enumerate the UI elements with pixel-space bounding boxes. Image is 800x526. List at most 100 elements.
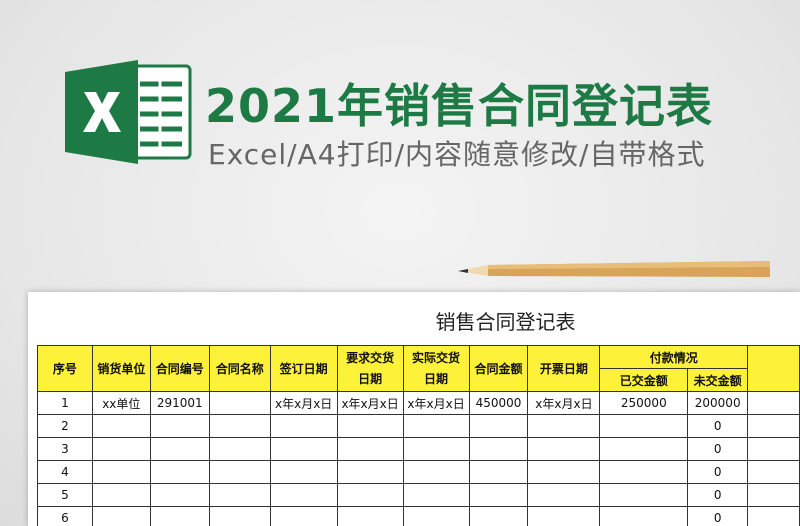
cell — [208, 391, 271, 415]
cell: 0 — [687, 483, 749, 507]
header-row: 已交金额 未交金额 — [38, 368, 800, 392]
column-header: 要求交货日期 — [336, 345, 404, 392]
cell: 291001 — [149, 391, 210, 415]
pencil-highlight — [488, 261, 770, 269]
cell — [91, 506, 151, 526]
logo-x — [83, 92, 121, 132]
column-header: 合同编号 — [149, 345, 210, 392]
cell — [336, 414, 404, 438]
cell: 0 — [687, 437, 749, 461]
cell — [527, 483, 601, 507]
column-header-text: 要求交货日期 — [346, 350, 395, 386]
cell — [208, 414, 271, 438]
column-header-text: 开票日期 — [539, 362, 588, 376]
cell — [599, 460, 689, 484]
cell — [402, 506, 470, 526]
cell: 6 — [37, 506, 93, 526]
cell — [468, 483, 529, 507]
cell — [468, 460, 529, 484]
cell — [747, 460, 800, 484]
column-header: 实际交货日期 — [402, 345, 470, 392]
cell — [599, 414, 689, 438]
column-header: 序号 — [37, 345, 93, 392]
cell — [91, 460, 151, 484]
cell — [527, 414, 601, 438]
group-header: 付款情况 — [599, 345, 749, 369]
column-header: 签订日期 — [269, 345, 338, 392]
cell — [468, 506, 529, 526]
cell — [527, 506, 601, 526]
table-row: 1 xx单位 291001 x年x月x日 x年x月x日 x年x月x日 450000 x年x月x… — [37, 391, 800, 415]
cell: 250000 — [599, 391, 689, 415]
cell: 4 — [37, 460, 93, 484]
cell — [747, 414, 800, 438]
cell: 2 — [37, 414, 93, 438]
cell: x年x月x日 — [269, 391, 338, 415]
cell — [149, 506, 210, 526]
cell: xx单位 — [91, 391, 151, 415]
cell — [527, 437, 601, 461]
cell: 450000 — [468, 391, 529, 415]
column-header: 开票日期 — [527, 345, 601, 392]
cell — [747, 391, 800, 415]
column-header-text: 合同金额 — [474, 362, 523, 376]
cell: 3 — [37, 437, 93, 461]
cell: 0 — [687, 506, 749, 526]
cell — [336, 483, 404, 507]
cell — [599, 437, 689, 461]
cell — [208, 483, 271, 507]
cell: 0 — [687, 414, 749, 438]
sheet: 销售合同登记表 序号 销货单位 合同编号 合同名称 签订日期 要求交货日期 实际交货日期 合同… — [28, 292, 800, 526]
cell: 200000 — [687, 391, 749, 415]
cell — [91, 483, 151, 507]
cell — [336, 460, 404, 484]
column-header-text: 合同名称 — [215, 362, 264, 376]
sheet-title: 销售合同登记表 — [435, 310, 576, 334]
column-header: 合同名称 — [208, 345, 271, 392]
column-header-text: 销货单位 — [97, 362, 146, 376]
cell — [468, 414, 529, 438]
cell — [747, 483, 800, 507]
cell — [149, 414, 210, 438]
cell — [208, 437, 271, 461]
title: 2021年销售合同登记表 — [205, 79, 714, 133]
cell — [208, 506, 271, 526]
cell: x年x月x日 — [527, 391, 601, 415]
cell — [747, 506, 800, 526]
cell — [336, 437, 404, 461]
cell — [269, 437, 338, 461]
cell — [527, 460, 601, 484]
cell — [269, 483, 338, 507]
cell — [269, 414, 338, 438]
cell — [747, 437, 800, 461]
pencil-wood — [458, 265, 488, 276]
column-header: 未交金额 — [687, 368, 749, 392]
cell: 0 — [687, 460, 749, 484]
cell — [402, 437, 470, 461]
cell — [91, 437, 151, 461]
cell: 5 — [37, 483, 93, 507]
column-header: 销货单位 — [91, 345, 151, 392]
cell — [402, 483, 470, 507]
subtitle: Excel/A4打印/内容随意修改/自带格式 — [208, 138, 706, 171]
cell — [468, 437, 529, 461]
cell — [402, 460, 470, 484]
cell — [149, 460, 210, 484]
header-row: 序号 销货单位 合同编号 合同名称 签订日期 要求交货日期 实际交货日期 合同金额 开票日期 付款… — [37, 345, 800, 392]
cell — [599, 506, 689, 526]
cell — [402, 414, 470, 438]
cell — [269, 506, 338, 526]
column-header: 合同金额 — [468, 345, 529, 392]
cell — [91, 414, 151, 438]
cell: 1 — [37, 391, 93, 415]
table: 序号 销货单位 合同编号 合同名称 签订日期 要求交货日期 实际交货日期 合同金额 开票日期 付款… — [37, 345, 800, 526]
column-header-text: 实际交货日期 — [412, 350, 461, 386]
cell — [269, 460, 338, 484]
column-header-text: 合同编号 — [155, 362, 204, 376]
